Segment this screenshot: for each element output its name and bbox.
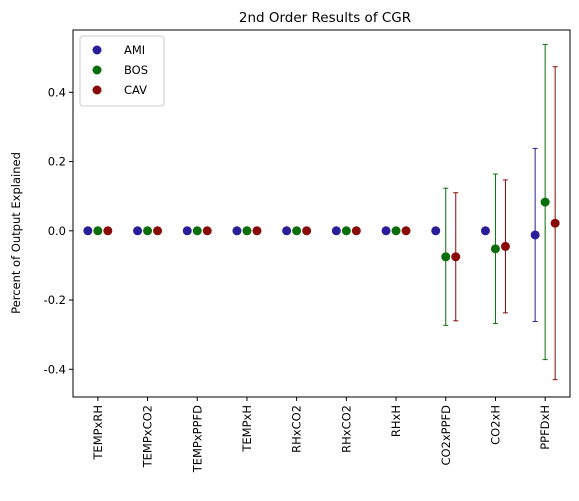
- data-point: [182, 226, 192, 236]
- x-tick-label: CO2xPPFD: [439, 405, 453, 466]
- data-point: [500, 241, 510, 251]
- data-point: [242, 226, 252, 236]
- data-point: [292, 226, 302, 236]
- data-point: [103, 226, 113, 236]
- data-point: [143, 226, 153, 236]
- legend: AMI BOS CAV: [79, 35, 165, 107]
- x-tick-label: RHxCO2: [339, 405, 353, 453]
- legend-marker: [92, 45, 102, 55]
- data-point: [232, 226, 242, 236]
- data-point: [341, 226, 351, 236]
- data-point: [401, 226, 411, 236]
- x-tick-label: RHxCO2: [290, 405, 304, 453]
- data-point: [441, 252, 451, 262]
- y-tick-label: 0.0: [48, 224, 66, 238]
- legend-box: [79, 35, 165, 107]
- y-tick-label: 0.2: [48, 155, 66, 169]
- legend-marker: [92, 65, 102, 75]
- data-point: [83, 226, 93, 236]
- y-axis-label: Percent of Output Explained: [9, 152, 23, 314]
- data-point: [202, 226, 212, 236]
- legend-label: CAV: [124, 83, 147, 97]
- x-tick-label: PPFDxH: [538, 405, 552, 450]
- legend-label: BOS: [124, 63, 148, 77]
- x-tick-label: TEMPxRH: [91, 405, 105, 461]
- data-point: [391, 226, 401, 236]
- x-tick-label: RHxH: [389, 405, 403, 437]
- data-point: [451, 252, 461, 262]
- data-point: [252, 226, 262, 236]
- x-tick-label: TEMPxH: [240, 405, 254, 453]
- y-tick-label: -0.4: [44, 362, 66, 376]
- data-point: [153, 226, 163, 236]
- data-point: [302, 226, 312, 236]
- data-point: [550, 218, 560, 228]
- data-point: [530, 230, 540, 240]
- legend-marker: [92, 85, 102, 95]
- x-tick-label: TEMPxPPFD: [190, 405, 204, 473]
- plot-frame: [72, 29, 571, 398]
- x-tick-label: TEMPxCO2: [141, 405, 155, 468]
- data-point: [480, 226, 490, 236]
- data-point: [192, 226, 202, 236]
- data-point: [93, 226, 103, 236]
- plot-area: -0.4 -0.2 0.0 0.2 0.4 TEMPxRH TEMPxCO2 TEMPxPPF…: [44, 44, 560, 473]
- y-tick-label: 0.4: [48, 85, 66, 99]
- legend-label: AMI: [124, 43, 145, 57]
- data-point: [351, 226, 361, 236]
- chart-title: 2nd Order Results of CGR: [239, 10, 411, 26]
- data-point: [331, 226, 341, 236]
- data-point: [540, 197, 550, 207]
- x-tick-label: CO2xH: [488, 405, 502, 445]
- data-point: [282, 226, 292, 236]
- data-point: [490, 244, 500, 254]
- data-point: [381, 226, 391, 236]
- y-tick-label: -0.2: [44, 293, 66, 307]
- data-point: [133, 226, 143, 236]
- data-point: [431, 226, 441, 236]
